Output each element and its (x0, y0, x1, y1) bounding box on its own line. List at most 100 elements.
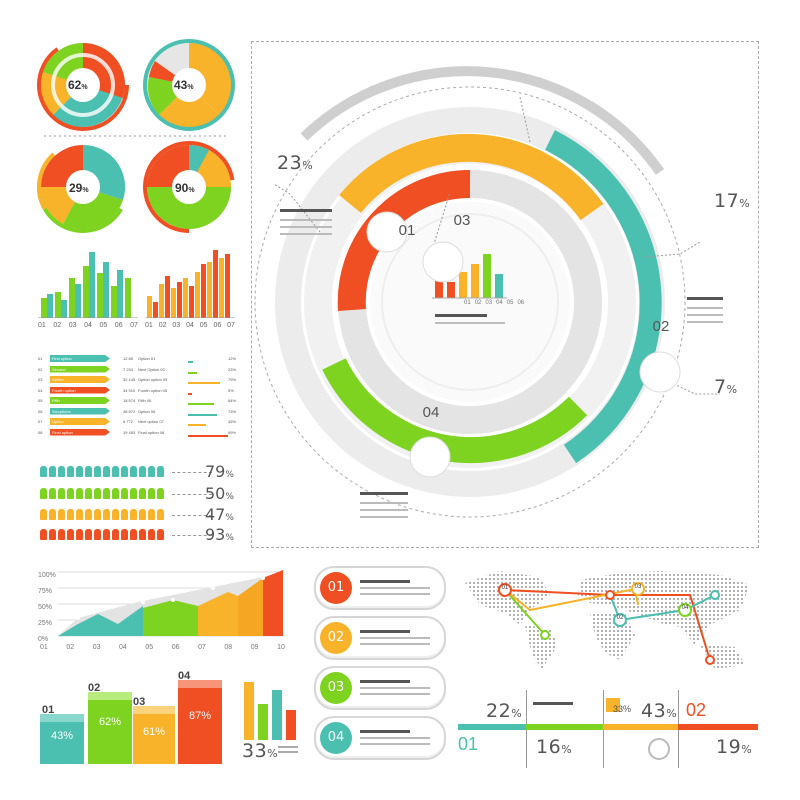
people-pct-1: 79% (205, 462, 234, 481)
option-bar (50, 365, 110, 373)
area-y-axis: 100% 75% 50% 25% 0% (38, 572, 56, 643)
person-icon (148, 529, 155, 540)
person-icon (130, 509, 137, 520)
person-icon (130, 529, 137, 540)
map-stat-01: 01 (458, 734, 479, 754)
donut-grid: 62% 43% 29% 90% (34, 36, 239, 236)
small-bar-chart-2: 01 02 03 04 05 06 07 (145, 248, 235, 333)
people-pct-4: 93% (205, 525, 234, 544)
person-icon (130, 488, 137, 499)
people-leader-line (172, 472, 212, 474)
step-bar-4: 87% (178, 680, 222, 764)
person-icon (85, 529, 92, 540)
person-icon (157, 509, 164, 520)
option-bar (50, 418, 110, 425)
option-label: Sixoptions (52, 408, 71, 414)
people-leader-line (172, 515, 212, 517)
option-name: Final option 08 (138, 429, 165, 435)
step-bar-2: 62% (88, 692, 132, 764)
step-bar-1: 43% (40, 714, 84, 764)
option-progress (188, 424, 206, 426)
main-ring-panel: 01 02 03 04 05 06 01 03 02 04 23% 17% 7% (251, 41, 759, 548)
people-pct-2: 50% (205, 484, 234, 503)
option-list: 01 First option 12 8K Option 01 12% 02 Second 7… (38, 354, 238, 440)
person-icon (157, 529, 164, 540)
pill-01[interactable]: 01 (314, 566, 446, 610)
option-row: 01 First option 12 8K Option 01 12% (38, 354, 238, 363)
option-value: 48 872 (123, 408, 136, 414)
person-icon (130, 466, 137, 477)
person-icon (148, 488, 155, 499)
small-bar-axis-2: 01 02 03 04 05 06 07 (145, 322, 235, 329)
pill-04[interactable]: 04 (314, 716, 446, 760)
map-node-01: 01 (501, 585, 509, 591)
person-icon (85, 466, 92, 477)
option-pct: 23% (228, 366, 237, 372)
small-bar-chart-1: 01 02 03 04 05 06 07 (38, 248, 138, 333)
person-icon (121, 466, 128, 477)
person-icon (85, 509, 92, 520)
person-icon (58, 488, 65, 499)
map-node-03: 03 (634, 584, 642, 590)
map-stat-43: 43% (641, 700, 678, 722)
step-bar-chart: 43% 62% 61% 87% 01 02 03 04 (38, 668, 238, 764)
ring-label-7: 7% (714, 376, 738, 398)
option-label: Second (52, 366, 66, 372)
person-icon (67, 488, 74, 499)
person-icon (40, 488, 47, 499)
pill-02[interactable]: 02 (314, 616, 446, 660)
person-icon (40, 466, 47, 477)
option-bar (50, 428, 110, 436)
person-icon (49, 466, 56, 477)
option-label: Fifth (52, 398, 60, 403)
person-icon (76, 529, 83, 540)
option-name: Option 01 (138, 356, 156, 361)
person-icon (76, 509, 83, 520)
option-row: 07 Option 6 772 Next option 07 45% (38, 417, 238, 426)
option-name: Option 06 (138, 408, 156, 414)
option-progress (188, 434, 228, 437)
person-icon (139, 466, 146, 477)
person-icon (67, 529, 74, 540)
person-icon (148, 509, 155, 520)
option-label: Fourth option (52, 387, 76, 393)
person-icon (49, 488, 56, 499)
option-value: 12 8K (123, 356, 134, 361)
option-name: Fifth 06 (138, 398, 152, 403)
option-num: 06 (38, 408, 43, 414)
mini-bar-chart: 33% (242, 680, 302, 765)
person-icon (67, 466, 74, 477)
area-chart: 100% 75% 50% 25% 0% 01 02 03 04 05 06 07 08 09 10 (38, 566, 288, 656)
option-num: 07 (38, 419, 43, 424)
people-row-orange (40, 505, 212, 521)
option-pct: 99% (228, 429, 237, 435)
people-row-teal (40, 462, 212, 478)
option-bar (50, 397, 110, 404)
person-icon (40, 509, 47, 520)
person-icon (58, 509, 65, 520)
donut-1-value: 62% (68, 78, 88, 92)
option-row: 05 Fifth 18 574 Fifth 06 64% (38, 396, 238, 405)
option-row: 06 Sixoptions 48 872 Option 06 73% (38, 407, 238, 416)
pill-03[interactable]: 03 (314, 666, 446, 710)
option-value: 34 910 (123, 387, 136, 393)
person-icon (112, 529, 119, 540)
option-progress (188, 371, 198, 374)
person-icon (94, 488, 101, 499)
option-value: 32 145 (123, 377, 136, 382)
person-icon (49, 509, 56, 520)
option-pct: 79% (228, 377, 237, 382)
person-icon (76, 488, 83, 499)
people-row-red (40, 525, 212, 541)
callout-01: 01 (398, 222, 416, 239)
person-icon (94, 529, 101, 540)
people-row-green (40, 484, 212, 500)
option-name: Option option 05 (138, 377, 168, 382)
area-x-axis: 01 02 03 04 05 06 07 08 09 10 (40, 644, 285, 651)
person-icon (103, 509, 110, 520)
pill-03-number: 03 (320, 672, 352, 704)
option-progress (188, 382, 220, 384)
step-label-2: 02 (88, 682, 101, 694)
person-icon (49, 529, 56, 540)
pill-02-number: 02 (320, 622, 352, 654)
